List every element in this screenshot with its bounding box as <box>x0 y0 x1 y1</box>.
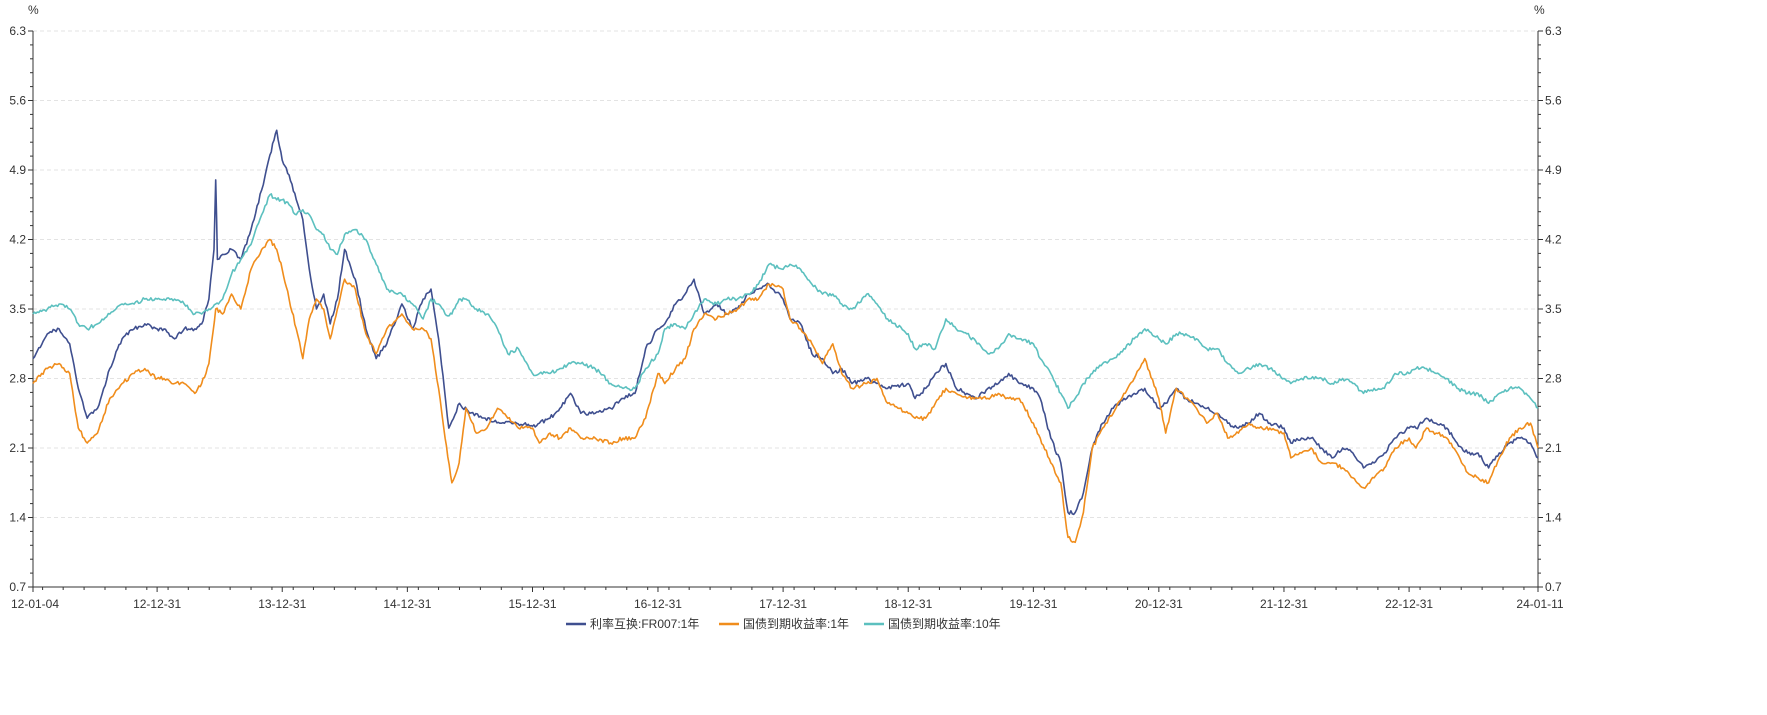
x-tick-label: 12-12-31 <box>133 597 181 611</box>
left-y-tick-label: 4.9 <box>9 163 26 177</box>
legend: 利率互换:FR007:1年 国债到期收益率:1年 国债到期收益率:10年 <box>566 616 1001 631</box>
right-y-tick-label: 5.6 <box>1545 94 1562 108</box>
right-y-tick-label: 4.2 <box>1545 233 1562 247</box>
grid-lines <box>33 30 1538 518</box>
left-y-tick-label: 3.5 <box>9 302 26 316</box>
x-tick-label: 15-12-31 <box>508 597 556 611</box>
left-y-tick-label: 0.7 <box>9 580 26 594</box>
legend-label-3: 国债到期收益率:10年 <box>888 616 1001 631</box>
x-tick-label: 12-01-04 <box>11 597 59 611</box>
left-y-tick-label: 6.3 <box>9 24 26 38</box>
x-tick-label: 24-01-11 <box>1516 597 1563 611</box>
left-y-tick-label: 1.4 <box>9 511 26 525</box>
left-y-tick-label: 5.6 <box>9 94 26 108</box>
x-tick-label: 14-12-31 <box>383 597 431 611</box>
legend-label-2: 国债到期收益率:1年 <box>743 616 849 631</box>
left-y-tick-label: 2.1 <box>9 441 26 455</box>
left-y-unit-label: % <box>28 3 39 17</box>
left-y-tick-label: 2.8 <box>9 372 26 386</box>
x-tick-label: 21-12-31 <box>1260 597 1308 611</box>
axes: % % 6.3 6.3 5.6 5.6 4.9 4.9 4.2 4.2 3.5 3.5 2.8 2.8… <box>9 3 1564 611</box>
legend-label-1: 利率互换:FR007:1年 <box>590 616 699 631</box>
series-lines <box>32 129 1539 544</box>
right-y-tick-label: 6.3 <box>1545 24 1562 38</box>
series-line-2 <box>32 238 1539 544</box>
x-tick-label: 22-12-31 <box>1385 597 1433 611</box>
right-y-tick-label: 2.1 <box>1545 441 1562 455</box>
x-tick-label: 19-12-31 <box>1009 597 1057 611</box>
series-line-1 <box>32 129 1539 516</box>
x-tick-label: 18-12-31 <box>884 597 932 611</box>
x-tick-label: 13-12-31 <box>258 597 306 611</box>
right-y-tick-label: 3.5 <box>1545 302 1562 316</box>
right-y-tick-label: 2.8 <box>1545 372 1562 386</box>
x-tick-label: 16-12-31 <box>634 597 682 611</box>
right-y-unit-label: % <box>1534 3 1545 17</box>
series-line-3 <box>32 193 1539 410</box>
right-y-tick-label: 1.4 <box>1545 511 1562 525</box>
left-y-tick-label: 4.2 <box>9 233 26 247</box>
x-tick-label: 17-12-31 <box>759 597 807 611</box>
right-y-tick-label: 0.7 <box>1545 580 1562 594</box>
x-tick-label: 20-12-31 <box>1135 597 1183 611</box>
right-y-tick-label: 4.9 <box>1545 163 1562 177</box>
